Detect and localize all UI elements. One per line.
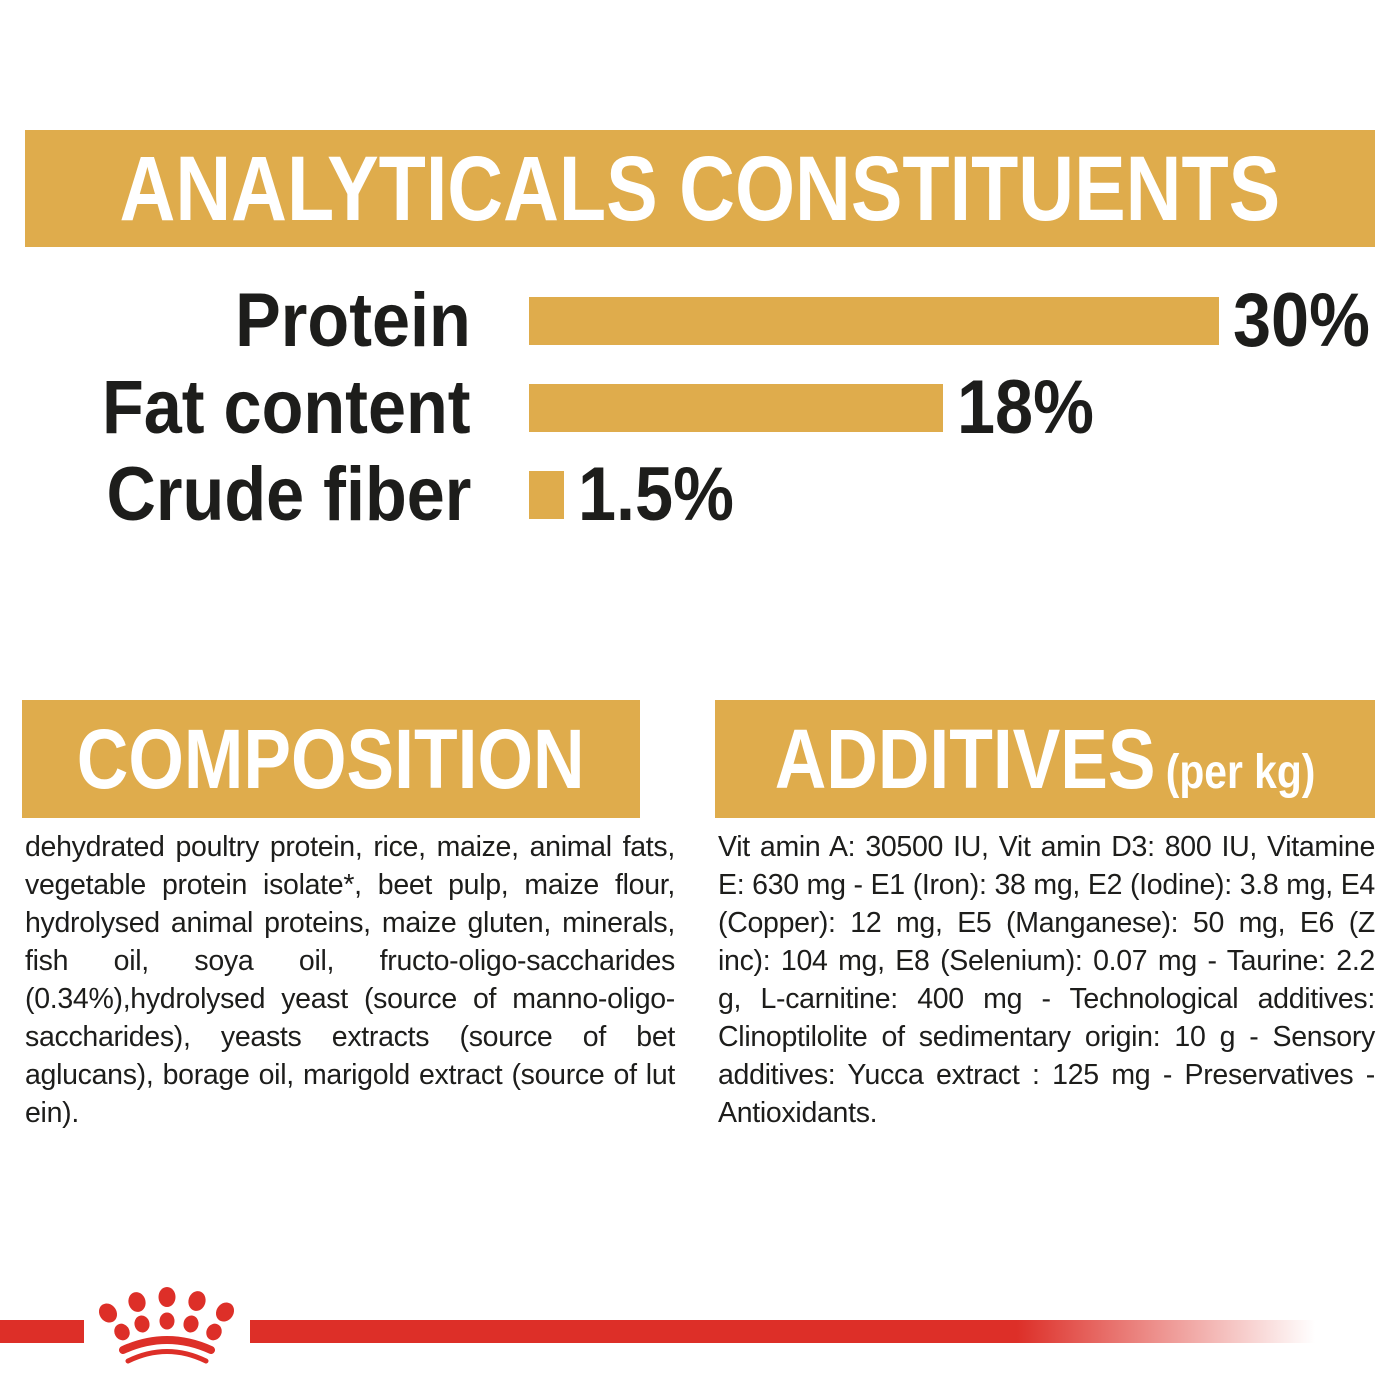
additives-title-suffix: (per kg) bbox=[1165, 746, 1316, 799]
bar-fat-content bbox=[529, 383, 943, 432]
chart-row-crude-fiber: Crude fiber 1.5% bbox=[0, 451, 1400, 538]
bar-crude-fiber bbox=[529, 470, 564, 519]
brand-line-left bbox=[0, 1320, 84, 1343]
chart-row-fat-content: Fat content 18% bbox=[0, 364, 1400, 451]
composition-text: dehydrated poultry protein, rice, maize,… bbox=[25, 831, 675, 1129]
bar-label-fat-content: Fat content bbox=[102, 364, 471, 450]
analyticals-bar-chart: Protein 30% Fat content 18% Crude fiber … bbox=[0, 277, 1400, 538]
composition-title: COMPOSITION bbox=[77, 712, 585, 806]
additives-title: ADDITIVES (per kg) bbox=[775, 717, 1316, 801]
bar-protein bbox=[529, 296, 1219, 345]
additives-header: ADDITIVES (per kg) bbox=[715, 700, 1375, 818]
crown-paw-arcs bbox=[119, 1336, 215, 1364]
crown-paw-dots bbox=[98, 1287, 235, 1341]
bar-value-crude-fiber: 1.5% bbox=[577, 451, 734, 537]
analyticals-title: ANALYTICALS CONSTITUENTS bbox=[119, 137, 1281, 240]
additives-text: Vit amin A: 30500 IU, Vit amin D3: 800 I… bbox=[718, 831, 1375, 1129]
composition-header: COMPOSITION bbox=[22, 700, 640, 818]
bar-value-protein: 30% bbox=[1233, 277, 1370, 363]
bar-label-protein: Protein bbox=[235, 277, 471, 363]
bar-label-crude-fiber: Crude fiber bbox=[106, 451, 471, 537]
brand-line-right-fading bbox=[250, 1320, 1315, 1343]
chart-row-protein: Protein 30% bbox=[0, 277, 1400, 364]
additives-title-main: ADDITIVES bbox=[774, 712, 1156, 806]
bar-value-fat-content: 18% bbox=[957, 364, 1094, 450]
analyticals-header: ANALYTICALS CONSTITUENTS bbox=[25, 130, 1375, 247]
royal-canin-crown-paw-logo bbox=[98, 1287, 235, 1364]
